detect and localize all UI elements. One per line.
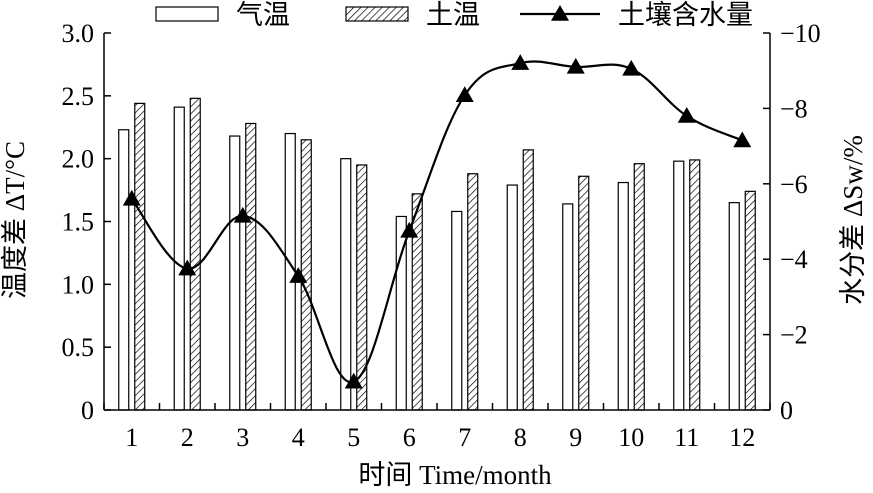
left-tick-label: 3.0: [62, 19, 95, 48]
soil-moisture-point-5: [344, 372, 363, 389]
bar-air-temp-11: [673, 160, 685, 411]
ticks: 00.51.01.52.02.53.00−2−4−6−8−101 2 3 4 5 6 7 8 9…: [62, 19, 821, 452]
left-tick-label: 2.5: [62, 82, 95, 111]
bar-soil-temp-9: [578, 175, 590, 411]
soil-moisture-point-10: [622, 59, 641, 76]
legend-label-air-temp: 气温: [236, 0, 290, 30]
soil-moisture-point-12: [733, 131, 752, 148]
soil-moisture-point-2: [178, 259, 197, 276]
legend-label-soil-moisture: 土壤含水量: [618, 0, 753, 30]
right-tick-label: 0: [780, 396, 793, 425]
bar-air-temp-10: [617, 181, 629, 411]
bar-soil-temp-4: [300, 139, 312, 411]
bar-soil-temp-2: [189, 97, 201, 411]
right-tick-label: −4: [780, 245, 808, 274]
bar-soil-temp-3: [245, 122, 257, 411]
x-tick-label: 9: [569, 423, 582, 452]
right-tick-label: −6: [780, 170, 808, 199]
left-tick-label: 2.0: [62, 145, 95, 174]
bar-soil-temp-12: [744, 190, 756, 411]
left-tick-label: 0: [81, 396, 94, 425]
left-tick-label: 1.0: [62, 270, 95, 299]
soil-moisture-point-9: [566, 57, 585, 74]
legend-swatch-soil-temp: [345, 6, 409, 22]
x-tick-label: 6: [403, 423, 416, 452]
bar-air-temp-8: [506, 184, 518, 411]
bar-air-temp-9: [562, 203, 574, 411]
x-tick-label: 1: [125, 423, 138, 452]
soil-moisture-point-1: [122, 189, 141, 206]
x-tick-label: 8: [514, 423, 527, 452]
bar-air-temp-3: [229, 135, 241, 411]
bar-air-temp-5: [340, 158, 352, 411]
bar-air-temp-7: [451, 210, 463, 411]
bar-soil-temp-7: [467, 173, 479, 411]
x-tick-label: 11: [674, 423, 699, 452]
axis-labels: 时间 Time/month 温度差 ΔT/°C 水分差 ΔSw/%: [0, 135, 868, 490]
bar-soil-temp-1: [134, 102, 146, 411]
soil-moisture-line: [130, 60, 743, 384]
legend-swatch-air-temp: [155, 6, 219, 22]
bars: [118, 97, 756, 411]
x-tick-label: 10: [618, 423, 644, 452]
bar-air-temp-2: [173, 106, 185, 411]
x-tick-label: 7: [458, 423, 471, 452]
right-y-axis-label: 水分差 ΔSw/%: [838, 135, 868, 305]
x-tick-label: 3: [236, 423, 249, 452]
soil-moisture-point-7: [455, 86, 474, 102]
bar-air-temp-12: [728, 202, 740, 411]
left-tick-label: 0.5: [62, 333, 95, 362]
legend: 气温 土温 土壤含水量: [155, 0, 753, 30]
legend-label-soil-temp: 土温: [426, 0, 480, 30]
bar-soil-temp-11: [689, 159, 701, 411]
bar-soil-temp-10: [633, 163, 645, 411]
left-tick-label: 1.5: [62, 208, 95, 237]
axes: [103, 33, 771, 411]
x-tick-label: 5: [347, 423, 360, 452]
right-tick-label: −8: [780, 94, 808, 123]
right-tick-label: −2: [780, 321, 808, 350]
right-tick-label: −10: [780, 19, 821, 48]
left-y-axis-label: 温度差 ΔT/°C: [0, 141, 30, 299]
x-tick-label: 4: [292, 423, 305, 452]
bar-soil-temp-8: [522, 149, 534, 411]
soil-moisture-point-6: [400, 221, 419, 238]
soil-moisture-point-11: [677, 106, 696, 123]
legend-marker-soil-moisture: [551, 5, 569, 21]
bar-soil-temp-6: [411, 193, 423, 411]
line-series: [122, 54, 752, 389]
soil-moisture-point-3: [233, 206, 252, 223]
x-tick-label: 12: [729, 423, 755, 452]
bar-air-temp-1: [118, 129, 130, 411]
x-tick-label: 2: [181, 423, 194, 452]
soil-moisture-point-8: [511, 54, 530, 70]
soil-moisture-point-4: [289, 267, 308, 283]
bar-air-temp-4: [284, 132, 296, 411]
x-axis-label: 时间 Time/month: [358, 460, 552, 490]
